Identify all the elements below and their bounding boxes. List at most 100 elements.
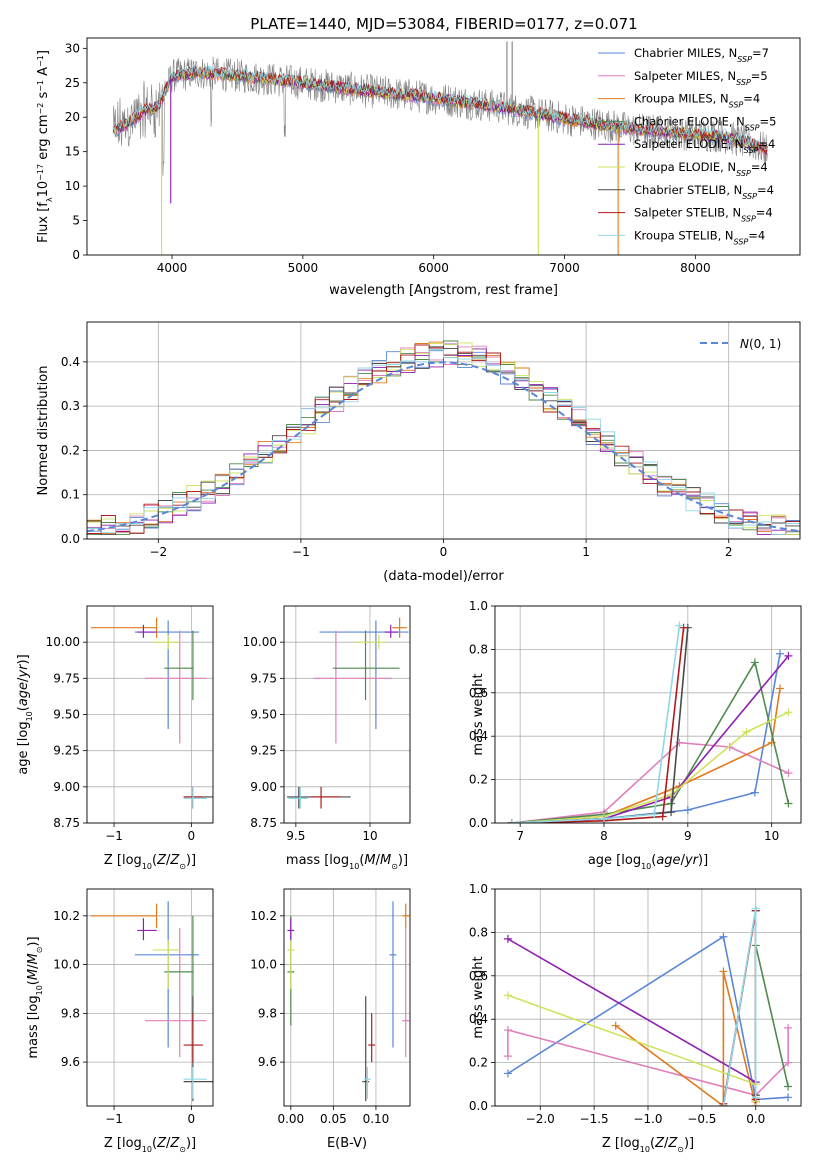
figure-title: PLATE=1440, MJD=53084, FIBERID=0177, z=0…: [250, 15, 637, 33]
label-part: SSP: [744, 146, 759, 155]
label-part: Z: [169, 1136, 180, 1151]
x-tick-label: 7: [516, 829, 524, 843]
label-part: 10: [641, 862, 651, 871]
label-part: Z [log: [602, 1136, 640, 1151]
legend-label: Salpeter ELODIE, NSSP=4: [634, 137, 775, 155]
label-part: /: [376, 853, 381, 868]
x-tick-label: 0: [188, 1112, 196, 1126]
label-part: Z [log: [104, 853, 142, 868]
label-part: s: [36, 92, 51, 103]
y-tick-label: 9.75: [250, 671, 277, 685]
plot-area: [287, 901, 410, 1102]
legend-label: Chabrier STELIB, NSSP=4: [634, 183, 774, 201]
x-tick-label: −2.0: [526, 1112, 555, 1126]
mass-weight-marker: [784, 799, 793, 808]
axes-frame: [283, 888, 411, 1107]
y-axis-label: mass weight: [471, 956, 486, 1038]
x-tick-label: −1.0: [633, 1112, 662, 1126]
label-part: SSP: [745, 123, 760, 132]
x-tick-label: −1: [292, 545, 310, 559]
x-axis-label: Z [log10(Z/Z⊙)]: [602, 1136, 694, 1154]
label-part: =4: [748, 228, 765, 242]
x-tick-label: 0.05: [320, 1112, 347, 1126]
label-part: Z: [169, 853, 180, 868]
y-tick-label: 9.25: [250, 744, 277, 758]
x-tick-label: −1.5: [580, 1112, 609, 1126]
mass-weight-line: [754, 945, 789, 1100]
axes-frame: [86, 605, 214, 824]
mass-weight-marker: [725, 743, 734, 752]
mass-weight-marker: [719, 1102, 728, 1106]
label-part: λ: [45, 197, 54, 202]
label-part: SSP: [737, 55, 752, 64]
label-part: =4: [756, 206, 773, 220]
y-tick-label: 1.0: [469, 882, 488, 896]
label-part: ⊙: [179, 862, 186, 871]
x-tick-label: 8: [600, 829, 608, 843]
y-tick-label: 9.8: [258, 1006, 277, 1020]
y-tick-label: 25: [65, 76, 80, 90]
label-part: 10: [349, 862, 359, 871]
plot-area: [507, 621, 793, 823]
label-part: Z: [156, 853, 167, 868]
label-part: =4: [757, 183, 774, 197]
label-part: /: [166, 853, 171, 868]
axes-frame: [494, 605, 802, 824]
y-tick-label: 0.4: [469, 1012, 488, 1026]
y-tick-label: 0.2: [469, 1056, 488, 1070]
x-axis-label: age [log10(age/yr)]: [588, 853, 708, 871]
axes-frame: [283, 605, 411, 824]
label-part: )]: [398, 853, 408, 868]
x-tick-label: 9.5: [286, 829, 305, 843]
x-tick-label: 6000: [418, 261, 449, 275]
label-part: ⊙: [35, 947, 44, 954]
mass-weight-marker: [683, 805, 692, 814]
label-part: /: [681, 853, 686, 868]
x-tick-label: 8000: [680, 261, 711, 275]
mass-weight-marker: [776, 649, 785, 658]
plot-area: [112, 41, 768, 255]
mass-weight-marker: [658, 812, 667, 821]
label-part: M: [26, 953, 41, 964]
label-part: (: [16, 706, 31, 711]
label-part: )]: [684, 1136, 694, 1151]
panel-mw_vs_age: 7 8 9 10 0.0 0.2 0.4 0.6 0.8 1.0 mass weight age [l…: [469, 599, 802, 871]
mass-weight-marker: [503, 934, 512, 943]
y-tick-label: 9.00: [53, 780, 80, 794]
y-tick-label: 10.00: [46, 635, 80, 649]
legend-label: Chabrier MILES, NSSP=7: [634, 46, 769, 64]
panel-mass_vs_EBV: 0.00 0.05 0.10 9.6 9.8 10.0 10.2 E(B-V): [250, 888, 411, 1151]
model-spectrum-line: [112, 64, 768, 151]
label-part: SSP: [736, 169, 751, 178]
x-tick-label: −1: [105, 829, 123, 843]
label-part: SSP: [741, 214, 756, 223]
plot-area: [90, 617, 213, 809]
label-part: ⊙: [677, 1145, 684, 1154]
y-axis-label: Flux [fλ10−17 erg cm−2 s−1 A−1]: [36, 50, 54, 243]
plot-area: [90, 901, 213, 1102]
mass-weight-marker: [611, 1021, 620, 1030]
plot-area: [286, 617, 409, 809]
mass-weight-line: [511, 625, 681, 823]
y-tick-label: 10.0: [53, 958, 80, 972]
x-tick-label: 0.00: [277, 1112, 304, 1126]
label-part: =4: [751, 160, 768, 174]
y-tick-label: 0.4: [469, 729, 488, 743]
x-axis-label: (data-model)/error: [383, 569, 504, 584]
label-part: mass [log: [26, 995, 41, 1058]
label-part: )]: [186, 1136, 196, 1151]
y-tick-label: 8.75: [53, 816, 80, 830]
mass-weight-marker: [667, 808, 676, 817]
mass-weight-marker: [784, 1082, 793, 1091]
y-tick-label: 9.25: [53, 744, 80, 758]
y-tick-label: 20: [65, 110, 80, 124]
label-part: M: [364, 853, 375, 868]
legend-label: N(0, 1): [740, 337, 781, 351]
y-tick-label: 0.0: [469, 816, 488, 830]
label-part: (: [650, 1136, 655, 1151]
mass-weight-line: [507, 938, 757, 1102]
y-tick-label: 0.2: [469, 773, 488, 787]
label-part: yr: [684, 853, 700, 868]
